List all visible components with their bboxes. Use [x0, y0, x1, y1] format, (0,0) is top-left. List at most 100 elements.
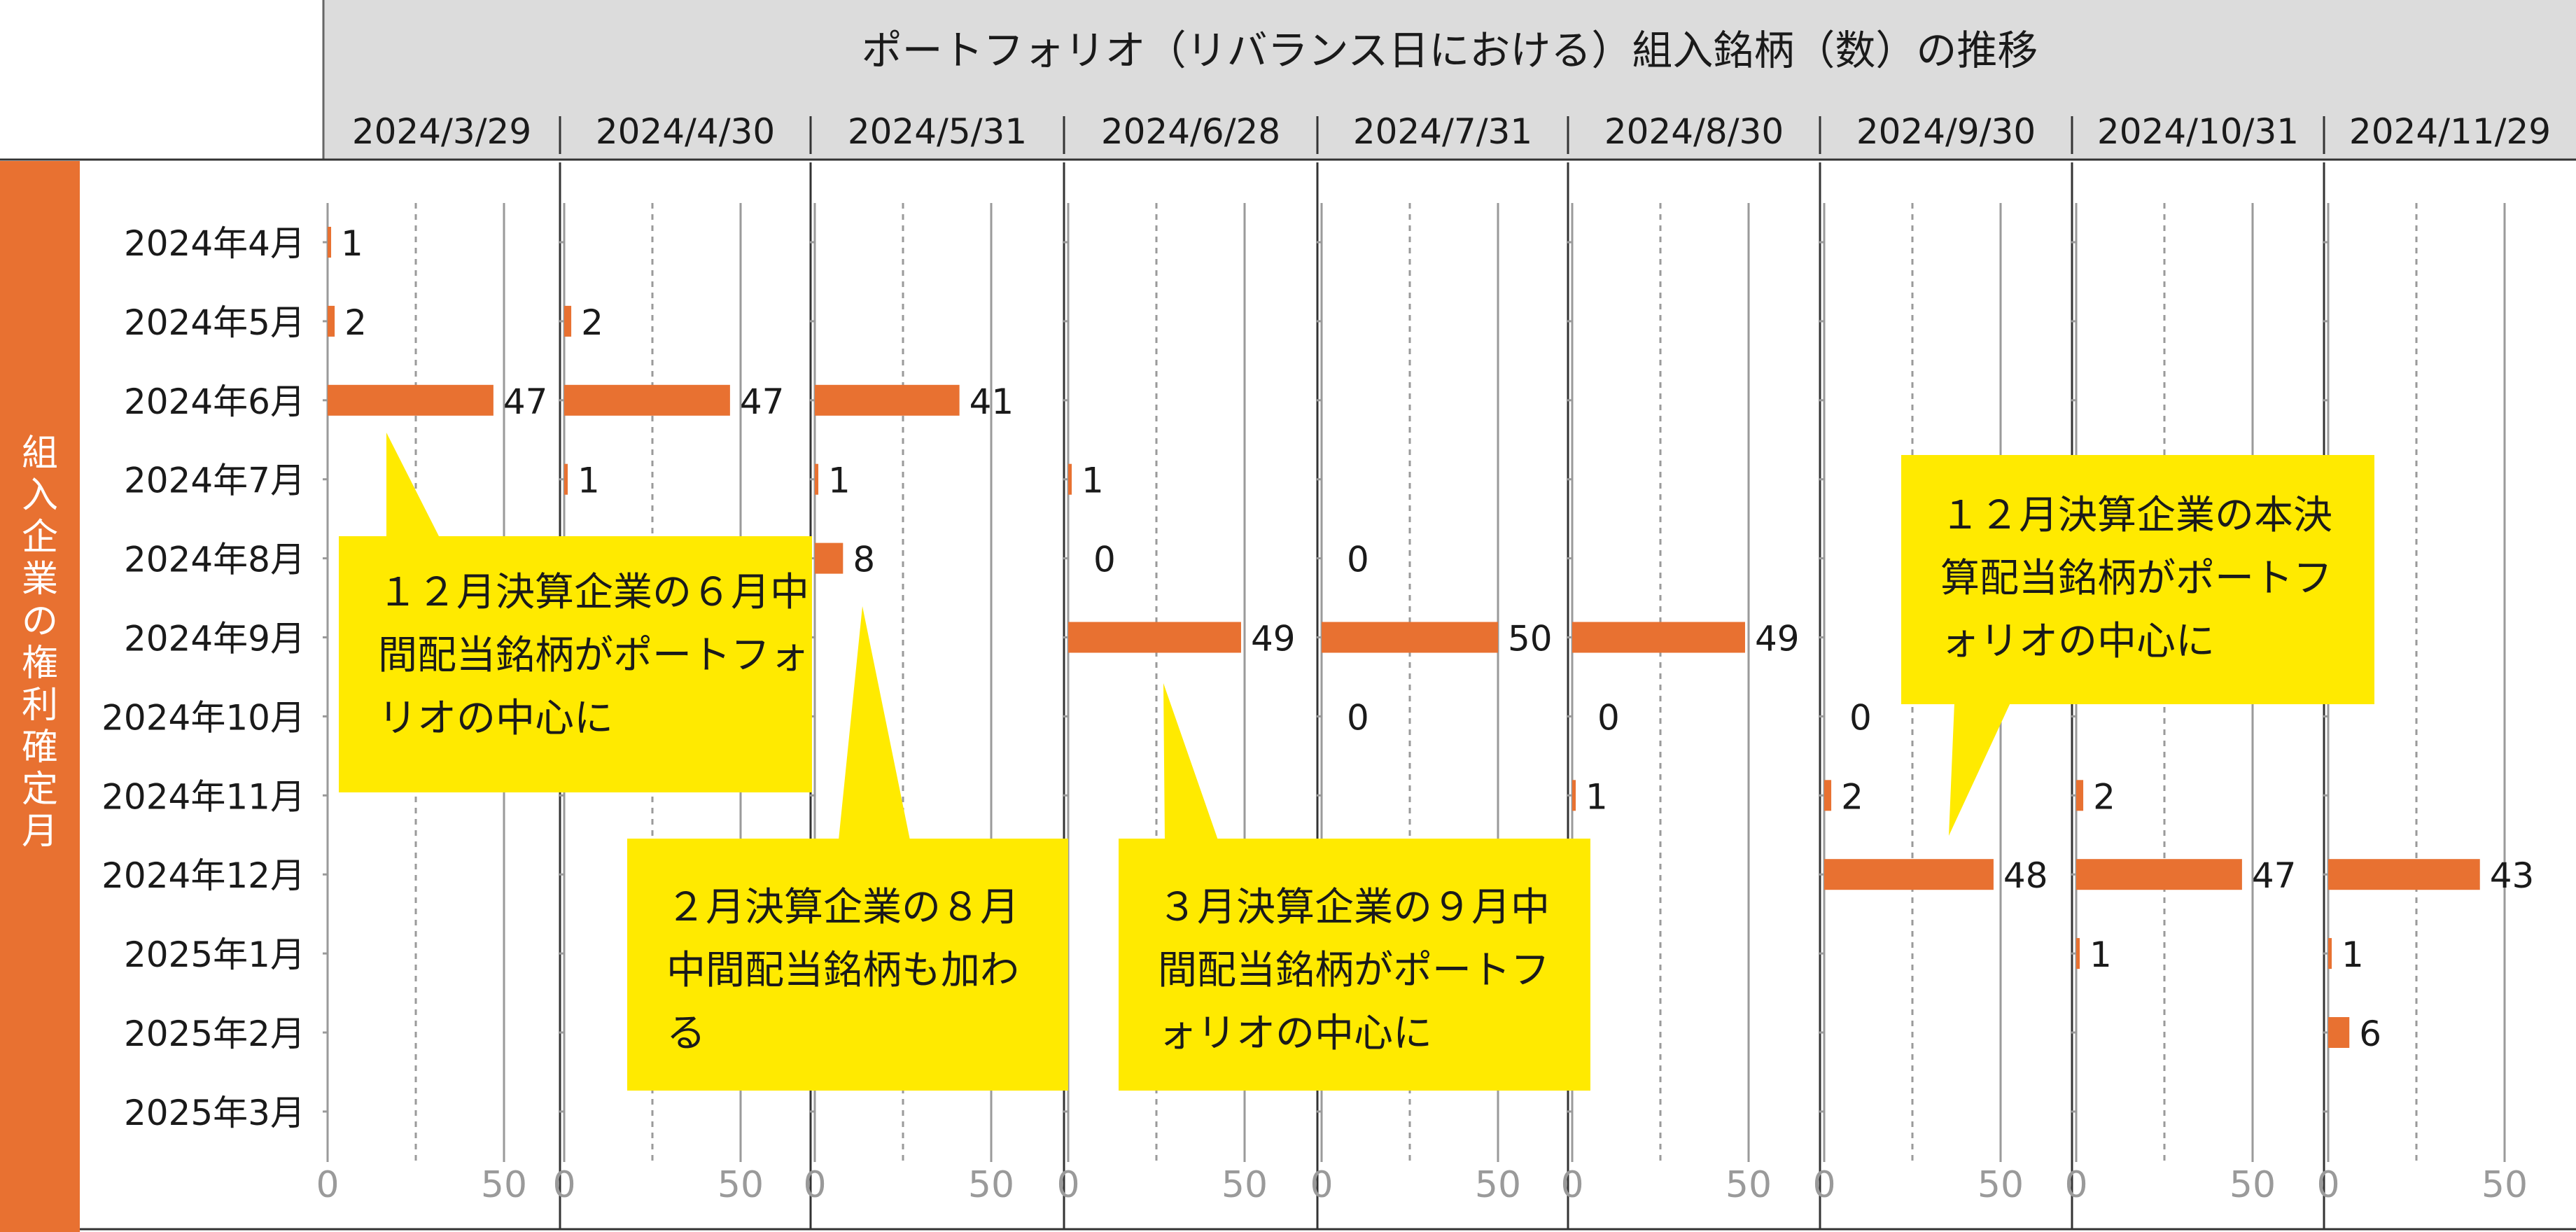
- category-labels: 2024年4月 2024年5月 2024年6月 2024年7月 2024年8月 2024年…: [102, 223, 305, 1133]
- x-tick-label: 50: [718, 1164, 764, 1206]
- data-label: 41: [969, 382, 1014, 422]
- bar: [815, 463, 819, 495]
- header-background: [323, 0, 2576, 160]
- category-label: 2025年3月: [124, 1093, 305, 1133]
- chart-title: ポートフォリオ（リバランス日における）組入銘柄（数）の推移: [862, 27, 2038, 74]
- panel-date-label: 2024/5/31: [848, 111, 1027, 152]
- x-tick-label: 0: [552, 1164, 575, 1206]
- data-label: 48: [2003, 855, 2048, 896]
- bar: [564, 463, 568, 495]
- x-tick-label: 50: [481, 1164, 527, 1206]
- data-label: 2: [2093, 776, 2115, 817]
- callout-december: １２月決算企業の本決算配当銘柄がポートフォリオの中心に: [1901, 455, 2374, 704]
- bar: [328, 305, 335, 337]
- data-label: 47: [740, 382, 785, 422]
- y-axis-title-char: 利: [22, 685, 58, 727]
- bar: [2328, 1017, 2350, 1048]
- data-label: 1: [1586, 776, 1608, 817]
- bar: [1068, 622, 1241, 653]
- x-tick-label: 0: [1310, 1164, 1333, 1206]
- callout-tails: [386, 433, 2010, 840]
- bar: [564, 305, 572, 337]
- x-tick-label: 0: [1056, 1164, 1079, 1206]
- x-tick-label: 50: [2482, 1164, 2528, 1206]
- data-label: 1: [1082, 461, 1104, 501]
- data-label: 0: [1849, 697, 1872, 738]
- y-axis-title-char: 確: [22, 727, 58, 769]
- data-label: 49: [1755, 619, 1800, 659]
- y-axis-title-char: 組: [22, 433, 58, 475]
- panel-date-label: 2024/3/29: [352, 111, 531, 152]
- data-label: 0: [1093, 540, 1116, 580]
- panel-date-label: 2024/4/30: [596, 111, 775, 152]
- y-axis-title: 組入企業の権利確定月: [22, 433, 58, 853]
- panel: 2024/6/28 0 50 1 0 49: [1056, 111, 1296, 1229]
- bar: [2076, 859, 2242, 890]
- callout-september-text: ３月決算企業の９月中間配当銘柄がポートフォリオの中心に: [1158, 885, 1550, 1056]
- x-tick-label: 50: [1726, 1164, 1772, 1206]
- category-label: 2024年8月: [124, 540, 305, 580]
- category-label: 2024年4月: [124, 223, 305, 264]
- bar: [2076, 780, 2084, 811]
- bar: [1824, 780, 1832, 811]
- data-label: 6: [2359, 1014, 2381, 1054]
- panel-date-label: 2024/7/31: [1353, 111, 1532, 152]
- panel: 2024/9/30 0 50 0 2 48: [1812, 111, 2048, 1229]
- bar: [328, 384, 493, 416]
- x-tick-label: 0: [803, 1164, 826, 1206]
- x-tick-label: 0: [2316, 1164, 2339, 1206]
- bar: [2076, 938, 2080, 969]
- bar: [1572, 622, 1745, 653]
- bar: [1824, 859, 1994, 890]
- data-label: 47: [503, 382, 548, 422]
- callout-june: １２月決算企業の６月中間配当銘柄がポートフォリオの中心に: [339, 536, 812, 792]
- data-label: 1: [578, 461, 600, 501]
- data-label: 1: [2342, 934, 2364, 975]
- data-label: 2: [1841, 776, 1863, 817]
- data-label: 0: [1347, 540, 1369, 580]
- panel-date-label: 2024/10/31: [2097, 111, 2299, 152]
- x-tick-label: 50: [968, 1164, 1014, 1206]
- panel-date-label: 2024/11/29: [2349, 111, 2551, 152]
- data-label: 47: [2252, 855, 2297, 896]
- data-label: 0: [1597, 697, 1620, 738]
- panel-date-label: 2024/8/30: [1604, 111, 1784, 152]
- category-label: 2024年12月: [102, 855, 305, 896]
- bar: [815, 384, 960, 416]
- y-axis-title-char: 月: [22, 811, 58, 853]
- x-tick-label: 0: [316, 1164, 339, 1206]
- data-label: 49: [1251, 619, 1296, 659]
- bar: [1572, 780, 1576, 811]
- category-label: 2024年6月: [124, 382, 305, 422]
- data-label: 0: [1347, 697, 1369, 738]
- data-label: 43: [2490, 855, 2535, 896]
- category-label: 2024年9月: [124, 619, 305, 659]
- x-tick-label: 0: [2064, 1164, 2087, 1206]
- data-label: 1: [2090, 934, 2112, 975]
- data-label: 2: [581, 302, 603, 343]
- x-tick-label: 50: [1475, 1164, 1521, 1206]
- panel: 2024/4/30 0 50 2 47 1: [552, 111, 785, 1229]
- panel-date-label: 2024/6/28: [1101, 111, 1280, 152]
- panel-date-label: 2024/9/30: [1856, 111, 2036, 152]
- category-label: 2025年1月: [124, 934, 305, 975]
- y-axis-title-char: 定: [22, 769, 58, 811]
- bar: [2328, 938, 2332, 969]
- callout-august-text: ２月決算企業の８月中間配当銘柄も加わる: [666, 885, 1019, 1056]
- bar: [1068, 463, 1072, 495]
- y-axis-title-char: の: [22, 601, 58, 643]
- x-tick-label: 50: [2230, 1164, 2276, 1206]
- y-axis-title-char: 権: [22, 643, 58, 685]
- category-label: 2024年7月: [124, 461, 305, 501]
- x-tick-label: 50: [1977, 1164, 2024, 1206]
- callout-august-tail: [839, 606, 910, 840]
- bar: [2328, 859, 2480, 890]
- data-label: 2: [344, 302, 367, 343]
- callout-june-tail: [386, 433, 440, 538]
- x-tick-label: 0: [1812, 1164, 1835, 1206]
- bar: [815, 542, 844, 574]
- callout-june-text: １２月決算企業の６月中間配当銘柄がポートフォリオの中心に: [378, 570, 809, 741]
- callout-september-tail: [1163, 683, 1218, 840]
- bar: [564, 384, 730, 416]
